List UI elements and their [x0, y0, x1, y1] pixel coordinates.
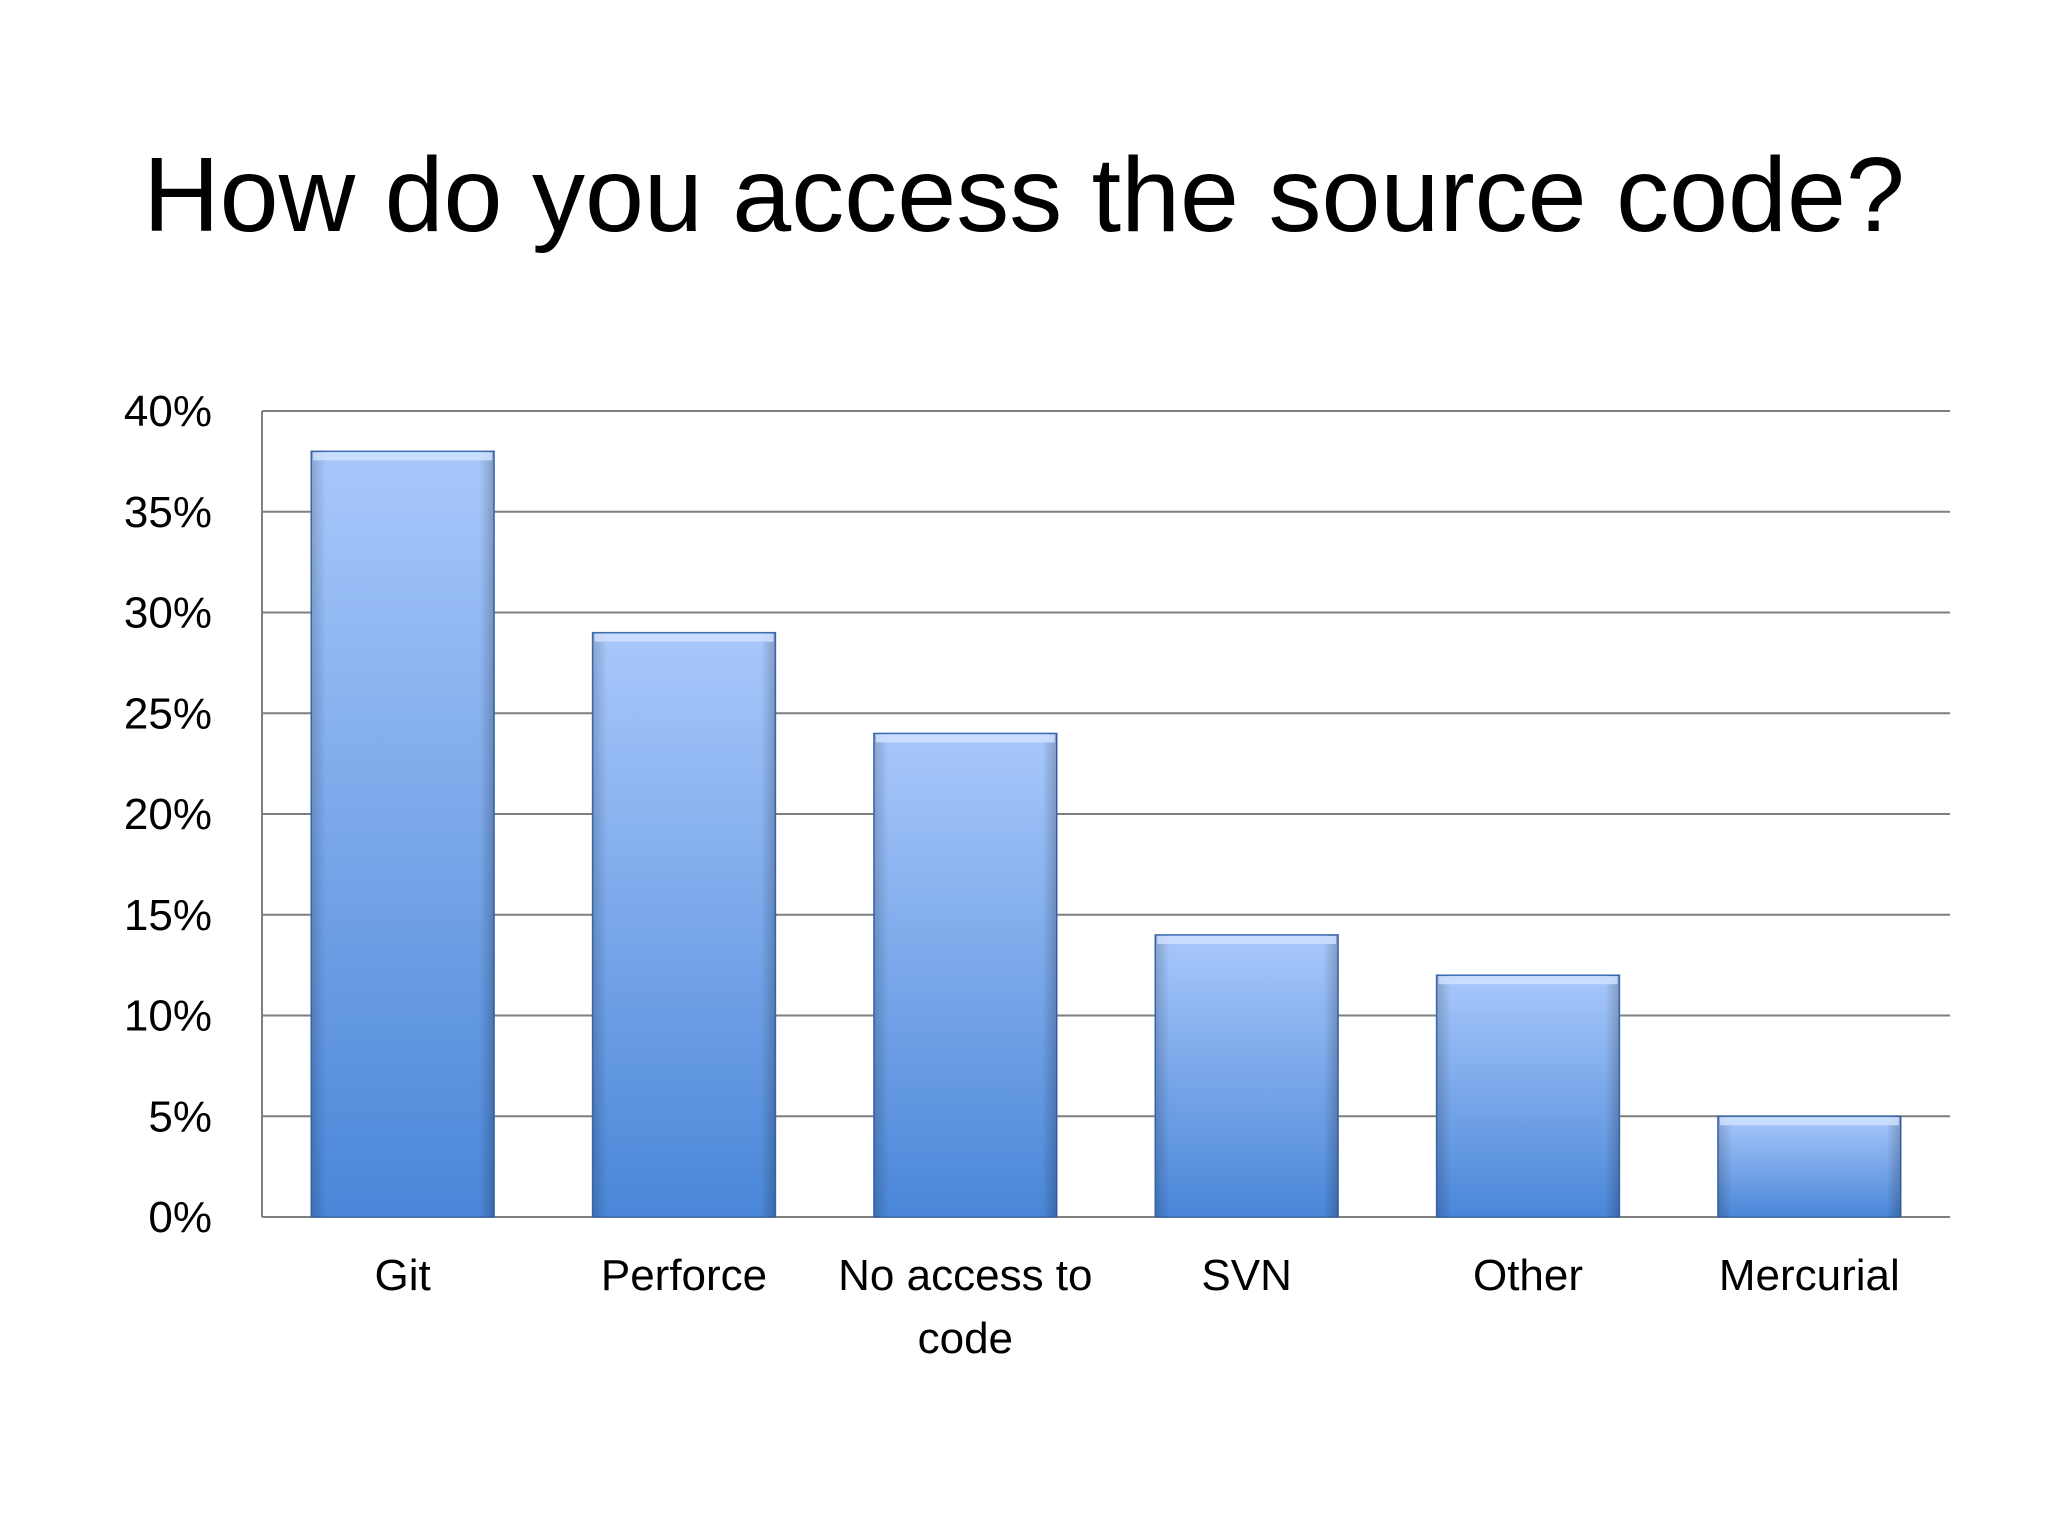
y-tick-label: 15%	[124, 891, 212, 940]
bar-shading	[1717, 1116, 1901, 1217]
bar-shading	[592, 632, 776, 1217]
x-category-label: Git	[375, 1251, 431, 1300]
y-tick-label: 30%	[124, 589, 212, 638]
x-category-label-line: Other	[1473, 1251, 1583, 1300]
bars	[310, 450, 1902, 1218]
y-tick-label: 0%	[148, 1193, 212, 1242]
y-tick-label: 10%	[124, 992, 212, 1041]
bar-top-highlight	[1719, 1117, 1899, 1126]
bar-svn	[1154, 934, 1339, 1218]
bar-shading	[873, 733, 1057, 1217]
bar-git	[310, 450, 495, 1218]
x-category-label: Other	[1473, 1251, 1583, 1300]
y-tick-label: 40%	[124, 387, 212, 436]
bar-shading	[311, 451, 495, 1217]
x-axis-category-labels: Git Perforce No access to code SVN Other Mercu…	[375, 1251, 1900, 1363]
y-tick-label: 25%	[124, 689, 212, 738]
x-category-label-line: code	[918, 1314, 1013, 1363]
bar-top-highlight	[1438, 976, 1618, 985]
bar-top-highlight	[1157, 935, 1337, 944]
bar-no-access-to-code	[873, 732, 1058, 1218]
y-tick-label: 35%	[124, 488, 212, 537]
y-axis-tick-labels: 0% 5% 10% 15% 20% 25% 30% 35% 40%	[124, 387, 212, 1242]
x-category-label-line: Mercurial	[1719, 1251, 1900, 1300]
x-category-label-line: Perforce	[601, 1251, 767, 1300]
x-category-label: No access to code	[838, 1251, 1092, 1363]
y-tick-label: 5%	[148, 1092, 212, 1141]
x-category-label: Mercurial	[1719, 1251, 1900, 1300]
x-category-label: Perforce	[601, 1251, 767, 1300]
bar-top-highlight	[313, 452, 493, 461]
chart-title: How do you access the source code?	[143, 136, 1905, 254]
axes	[261, 411, 1950, 1218]
x-category-label-line: SVN	[1201, 1251, 1291, 1300]
bar-other	[1435, 974, 1621, 1218]
y-tick-label: 20%	[124, 790, 212, 839]
bar-shading	[1155, 934, 1339, 1217]
x-category-label: SVN	[1201, 1251, 1291, 1300]
bar-top-highlight	[594, 633, 774, 642]
bar-top-highlight	[875, 734, 1055, 743]
bar-shading	[1436, 975, 1620, 1217]
bar-perforce	[591, 631, 777, 1218]
x-category-label-line: No access to	[838, 1251, 1092, 1300]
gridlines	[262, 410, 1950, 1118]
bar-mercurial	[1717, 1115, 1902, 1218]
x-category-label-line: Git	[375, 1251, 431, 1300]
